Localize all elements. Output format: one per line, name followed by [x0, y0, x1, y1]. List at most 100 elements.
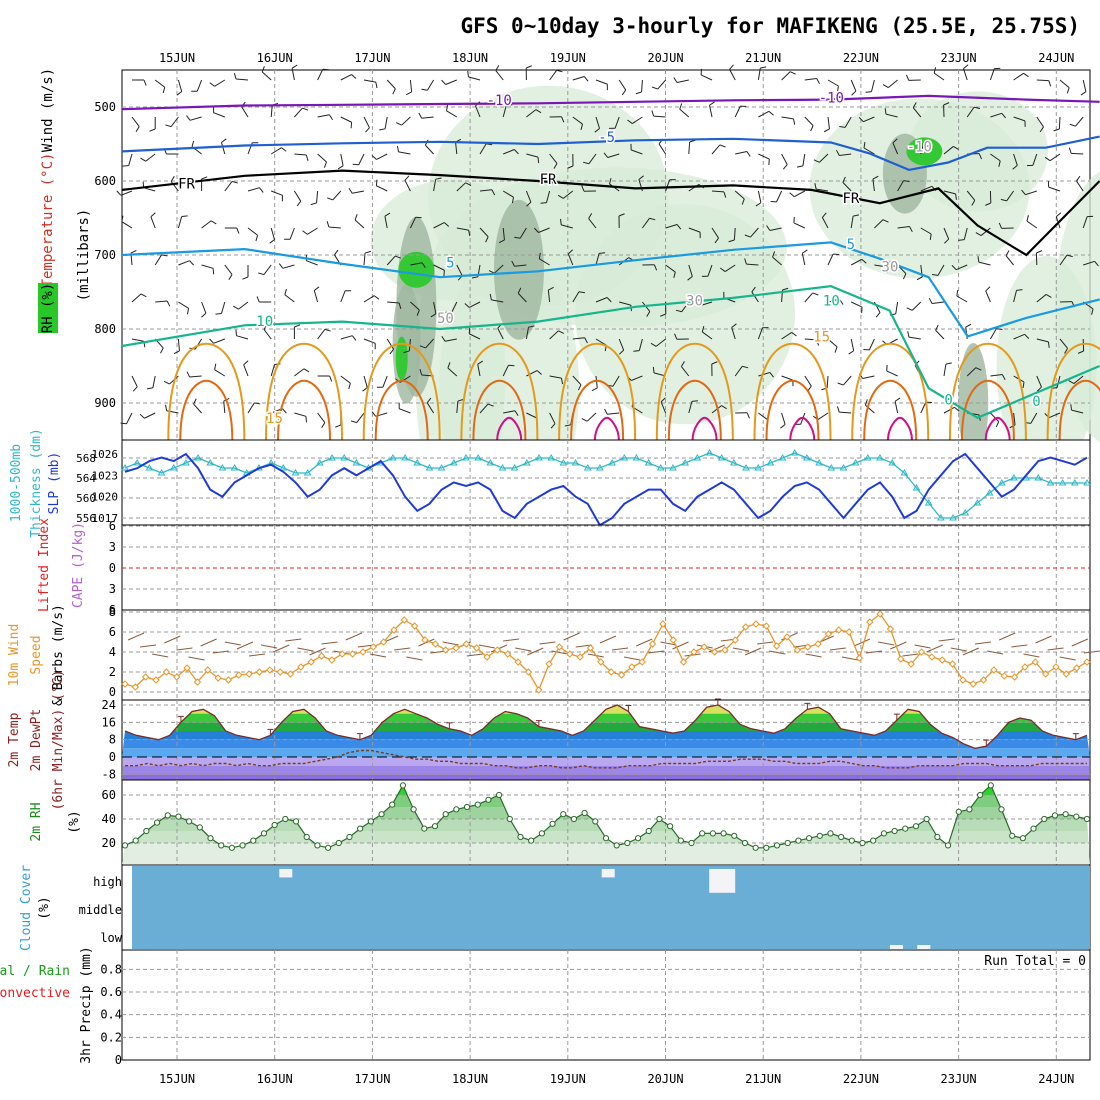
thickness-marker [583, 464, 592, 471]
wind-barb-flag [173, 350, 180, 355]
rh-shade-core [958, 343, 989, 463]
wind-barb-shaft [709, 105, 713, 118]
wind-barb-flag [528, 325, 535, 328]
wind-barb-shaft [850, 216, 854, 229]
wind-speed-point [245, 670, 253, 678]
rh-point [688, 839, 695, 847]
temperature-band [122, 713, 1090, 723]
wind-10m-barb [878, 641, 895, 646]
wind-speed-point [266, 666, 274, 674]
warm-contour [1058, 379, 1100, 441]
wind-speed-point [131, 683, 140, 691]
wind-barb-shaft [1030, 412, 1038, 424]
wind-speed-point [793, 646, 802, 654]
wind-barb-shaft [456, 227, 469, 231]
wind-speed-point [152, 676, 160, 684]
temp-2m-axis-label: 2m Temp [7, 712, 22, 767]
lifted-index-ticks: 6 3 0 3 6 [109, 519, 116, 617]
wind-barb-shaft [517, 292, 527, 303]
wind-barb-shaft [128, 153, 133, 166]
wind-barb-flag [958, 239, 965, 241]
wind-barb-shaft [502, 227, 505, 240]
wind-barb-flag [823, 128, 830, 133]
wind-speed-point [504, 650, 512, 658]
warm-contour [496, 416, 523, 441]
wind-barb-shaft [781, 153, 788, 165]
wind-barb-flag [627, 119, 633, 124]
temperature-range-bar [625, 705, 632, 712]
wind-barb-shaft [729, 69, 736, 81]
wind-barb-flag [324, 328, 331, 332]
temp-range-axis-label: (6hr Min/Max) (°C) [51, 670, 66, 811]
wind-10m-barb [1059, 656, 1076, 661]
wind-barb-shaft [247, 227, 258, 236]
thickness-marker [437, 464, 446, 471]
thickness-marker [169, 464, 178, 471]
wind-speed-point [979, 676, 988, 684]
wind-barb-flag [1076, 175, 1081, 182]
wind-barb-shaft [735, 151, 748, 155]
rh-point [891, 827, 898, 835]
wind-barb-shaft [655, 338, 666, 347]
wind-barb-flag [1001, 374, 1006, 381]
wind-speed-point [431, 640, 440, 648]
thickness-marker [863, 454, 872, 461]
precip-grid [122, 950, 1090, 1060]
wind-barb-shaft [549, 69, 558, 81]
wind-barb-shaft [1005, 255, 1014, 266]
wind-barb-flag [894, 397, 901, 402]
precip-convective-legend: Convective [0, 986, 70, 1001]
top-date-tick-label: 21JUN [745, 51, 781, 65]
wind-speed-point [379, 638, 388, 646]
wind-barb-flag [955, 193, 957, 200]
wind-barb-shaft [261, 71, 272, 81]
thickness-marker [498, 464, 507, 471]
wind-barb-shaft [503, 149, 515, 155]
rh-point [859, 839, 866, 847]
wind-barb-shaft [526, 153, 539, 158]
wind-barb-shaft [270, 147, 282, 155]
contour-label: 10 [823, 293, 840, 309]
wind-10m-barb [684, 653, 701, 657]
wind-barb-shaft [793, 190, 806, 198]
wind-barb-shaft [990, 412, 1000, 422]
rh-point [357, 825, 364, 832]
thickness-marker [839, 464, 848, 471]
wind-barb-flag [1064, 348, 1068, 354]
warm-contour [472, 379, 527, 441]
wind-barb-shaft [619, 301, 631, 306]
thickness-marker [157, 469, 166, 476]
wind-10m-barb [478, 644, 495, 649]
top-date-tick-label: 17JUN [354, 51, 390, 65]
wind-barb-shaft [456, 264, 463, 276]
wind-barb-flag [334, 249, 339, 256]
wind-barb-flag [621, 89, 627, 96]
rh-band [122, 843, 1090, 864]
wind-barb-flag [209, 82, 215, 87]
rh-point [752, 844, 759, 851]
wind-barb-flag [186, 308, 190, 315]
wind-barb-shaft [221, 142, 226, 155]
wind-speed-point [441, 646, 450, 654]
wind-speed-point [690, 648, 698, 656]
wind-barb-shaft [495, 70, 504, 81]
wind-barb-shaft [989, 328, 997, 340]
wind-barb-shaft [842, 182, 852, 192]
wind-10m-barb [998, 632, 1016, 641]
wind-barb-flag [513, 149, 519, 155]
wind-speed-point [214, 674, 222, 682]
bottom-date-tick-label: 22JUN [843, 1072, 879, 1086]
wind-barb-flag [618, 213, 625, 217]
pressure-tick-label: 900 [94, 396, 116, 410]
wind-barb-shaft [170, 116, 179, 127]
wind-speed-point [390, 626, 398, 634]
wind-barb-shaft [850, 258, 863, 266]
wind-barb-flag [944, 238, 950, 244]
wind-barb-shaft [1013, 412, 1016, 425]
wind-speed-axis-label: Speed [29, 635, 44, 674]
wind-barb-flag [618, 349, 625, 355]
wind-barb-shaft [294, 368, 305, 377]
warm-contour [753, 342, 832, 441]
thickness-marker [1046, 479, 1055, 486]
